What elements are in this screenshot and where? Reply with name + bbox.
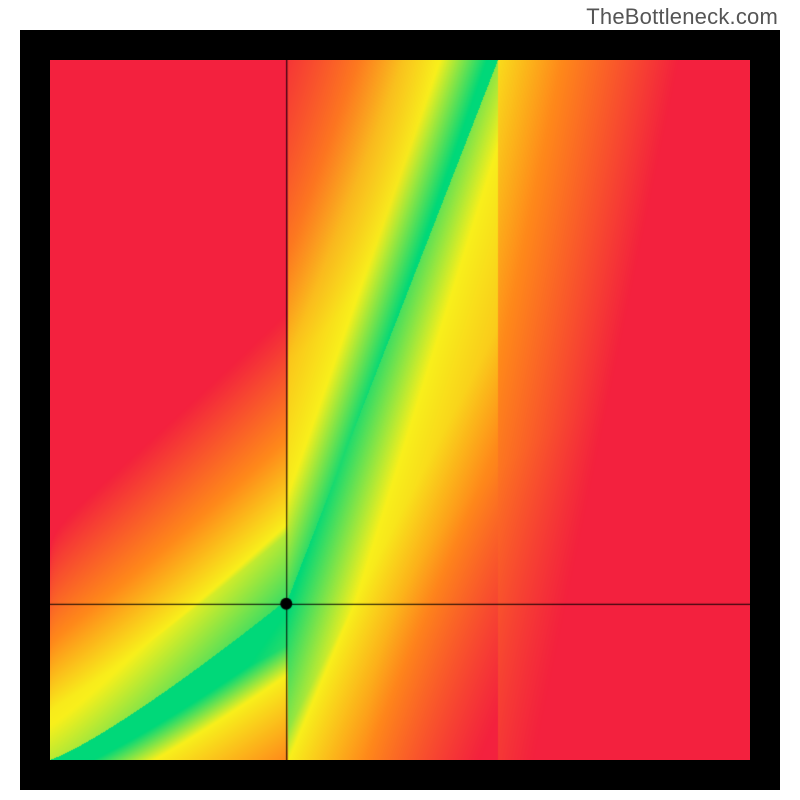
watermark-text: TheBottleneck.com: [586, 4, 778, 30]
crosshair-overlay: [50, 60, 750, 760]
